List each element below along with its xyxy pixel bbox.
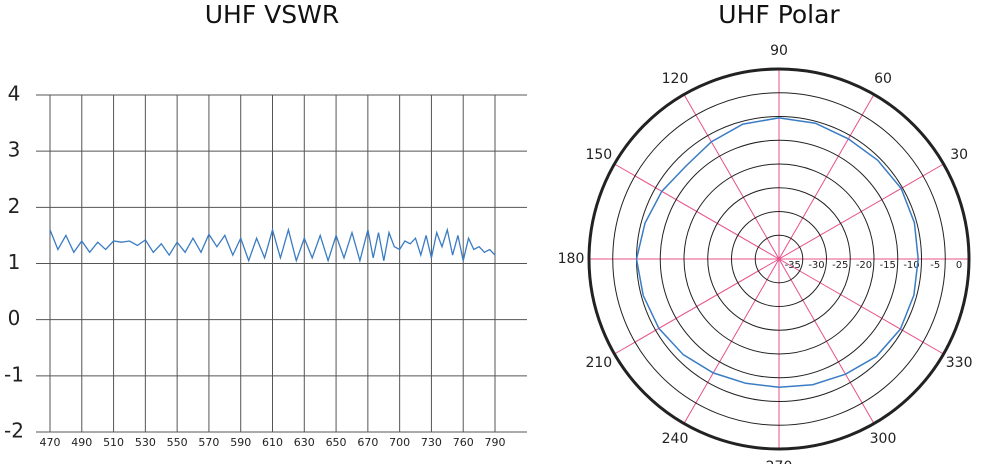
angle-tick-label: 30 [950,147,968,163]
x-tick-label: 630 [294,436,315,449]
chart-title: UHF VSWR [205,0,340,29]
r-tick-label: -30 [808,260,824,271]
x-tick-label: 470 [40,436,61,449]
angle-tick-label: 240 [662,431,689,447]
ring [707,187,851,331]
x-tick-label: 610 [262,436,283,449]
ring [683,163,875,355]
r-tick-label: -15 [880,260,896,271]
x-tick-label: 760 [453,436,474,449]
angle-tick-label: 60 [874,71,892,87]
x-tick-label: 730 [421,436,442,449]
vswr-chart: -2 -1 0 1 2 3 4 470 490 510 530 550 570 590 610 630 650 6… [4,82,527,449]
x-tick-label: 510 [103,436,124,449]
x-tick-label: 650 [326,436,347,449]
x-tick-label: 700 [389,436,410,449]
x-tick-label: 530 [135,436,156,449]
r-tick-label: -10 [903,260,919,271]
r-tick-label: -25 [832,260,848,271]
y-tick-label: -2 [4,419,24,443]
x-tick-label: 550 [167,436,188,449]
x-tick-label: 670 [357,436,378,449]
ring [587,67,971,451]
data-line [49,227,496,264]
angle-tick-label: 120 [662,71,689,87]
x-tick-label: 490 [71,436,92,449]
ring [659,139,899,379]
angle-tick-label: 210 [585,355,612,371]
r-tick-label: 0 [956,260,962,271]
angle-tick-label: 330 [946,355,973,371]
ring [612,92,946,426]
ring [731,211,827,307]
r-tick-label: -35 [785,260,801,271]
angle-tick-label: 90 [770,43,788,59]
x-tick-label: 590 [230,436,251,449]
y-tick-label: 2 [8,194,21,218]
x-tick-label: 790 [485,436,506,449]
y-tick-label: 0 [8,306,21,330]
pattern-line [635,117,919,389]
x-tick-label: 570 [198,436,219,449]
angle-tick-label: 150 [585,147,612,163]
r-tick-label: -20 [856,260,872,271]
r-tick-label: -5 [930,260,940,271]
y-tick-label: 3 [8,138,21,162]
y-tick-label: 4 [8,82,21,106]
angle-tick-label: 270 [766,459,793,464]
angle-tick-label: 180 [558,251,585,267]
polar-chart: 0 30 60 90 120 150 180 210 240 270 300 330 -35 -30 -25… [558,43,973,464]
y-tick-label: -1 [4,362,24,386]
chart-title: UHF Polar [718,0,840,29]
y-tick-label: 1 [8,250,21,274]
angle-tick-label: 300 [870,431,897,447]
ring [754,234,804,284]
